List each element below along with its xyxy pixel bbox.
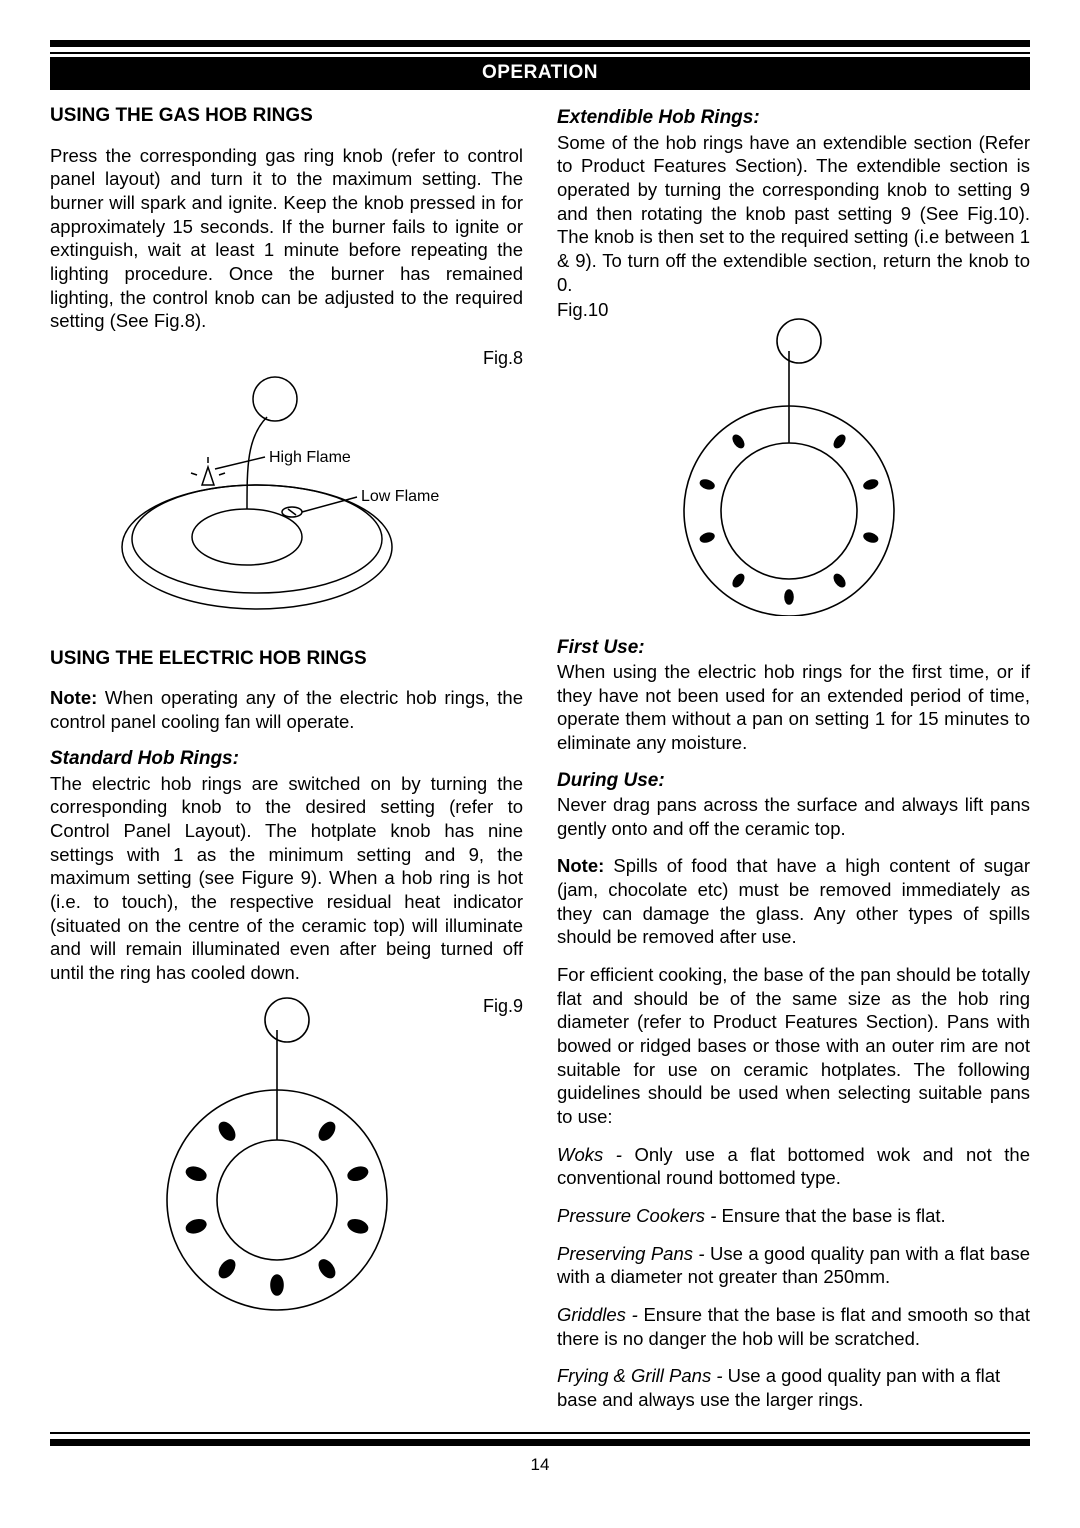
fig8-low-flame-label: Low Flame [361, 488, 439, 505]
paragraph-pressure-cookers: Pressure Cookers - Ensure that the base … [557, 1204, 1030, 1228]
fig8-svg: High Flame Low Flame [97, 347, 477, 627]
heading-during-use: During Use: [557, 769, 1030, 793]
note-label: Note: [50, 687, 97, 708]
fig9-caption: Fig.9 [483, 995, 523, 1018]
right-column: Extendible Hob Rings: Some of the hob ri… [557, 104, 1030, 1421]
heading-electric-hob: USING THE ELECTRIC HOB RINGS [50, 647, 523, 671]
figure-9: Fig.9 [50, 995, 523, 1321]
item-text: Ensure that the base is flat. [722, 1205, 946, 1226]
heading-gas-hob: USING THE GAS HOB RINGS [50, 104, 523, 128]
item-label: Griddles - [557, 1304, 643, 1325]
figure-10 [557, 316, 1030, 622]
paragraph: Never drag pans across the surface and a… [557, 793, 1030, 840]
heading-first-use: First Use: [557, 636, 1030, 660]
paragraph: The electric hob rings are switched on b… [50, 772, 523, 985]
left-column: USING THE GAS HOB RINGS Press the corres… [50, 104, 523, 1421]
fig8-caption: Fig.8 [483, 347, 523, 370]
paragraph-woks: Woks - Only use a flat bottomed wok and … [557, 1143, 1030, 1190]
paragraph-griddles: Griddles - Ensure that the base is flat … [557, 1303, 1030, 1350]
paragraph: Note: When operating any of the electric… [50, 686, 523, 733]
fig10-svg [629, 316, 959, 616]
bottom-rule-thick [50, 1439, 1030, 1446]
top-rule-thin [50, 52, 1030, 54]
item-label: Pressure Cookers - [557, 1205, 722, 1226]
two-column-layout: USING THE GAS HOB RINGS Press the corres… [50, 104, 1030, 1421]
figure-8: Fig.8 [50, 347, 523, 633]
paragraph: Press the corresponding gas ring knob (r… [50, 144, 523, 333]
paragraph: Note: Spills of food that have a high co… [557, 854, 1030, 949]
heading-extendible: Extendible Hob Rings: [557, 106, 1030, 130]
bottom-rule-thin [50, 1432, 1030, 1434]
paragraph-frying-grill: Frying & Grill Pans - Use a good quality… [557, 1364, 1030, 1411]
fig9-svg [127, 995, 457, 1315]
item-label: Frying & Grill Pans - [557, 1365, 728, 1386]
paragraph: For efficient cooking, the base of the p… [557, 963, 1030, 1129]
item-label: Woks - [557, 1144, 635, 1165]
heading-standard-rings: Standard Hob Rings: [50, 747, 523, 771]
section-header: OPERATION [50, 57, 1030, 90]
paragraph: Some of the hob rings have an extendible… [557, 131, 1030, 297]
top-rule-thick [50, 40, 1030, 47]
note-text: Spills of food that have a high content … [557, 855, 1030, 947]
paragraph: When using the electric hob rings for th… [557, 660, 1030, 755]
paragraph-preserving-pans: Preserving Pans - Use a good quality pan… [557, 1242, 1030, 1289]
item-label: Preserving Pans - [557, 1243, 710, 1264]
fig8-high-flame-label: High Flame [269, 449, 351, 466]
page-number: 14 [50, 1454, 1030, 1476]
note-label: Note: [557, 855, 604, 876]
note-text: When operating any of the electric hob r… [50, 687, 523, 732]
